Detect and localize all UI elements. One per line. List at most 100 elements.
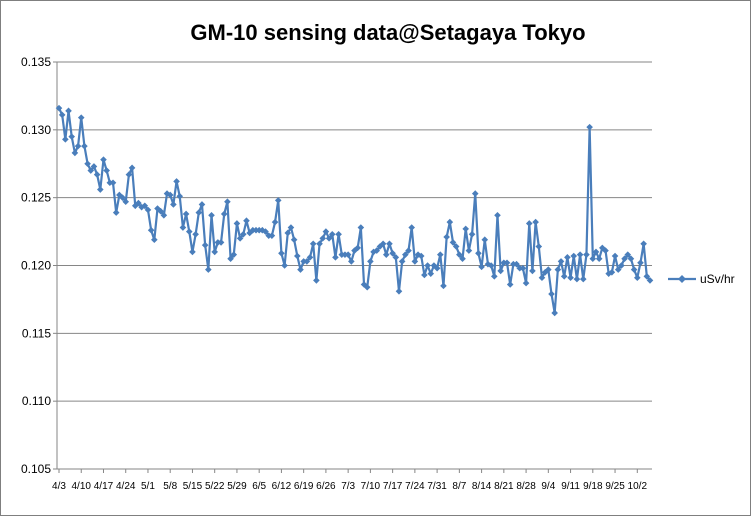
legend-label: uSv/hr: [700, 272, 735, 286]
data-point: [567, 274, 574, 282]
data-point: [398, 258, 406, 265]
data-point: [595, 255, 603, 263]
x-tick-label: 5/8: [163, 481, 177, 492]
x-tick-label: 4/24: [116, 481, 136, 492]
data-point: [506, 281, 514, 288]
data-point: [618, 262, 625, 269]
data-point: [475, 249, 482, 257]
data-point: [570, 252, 578, 260]
data-point: [176, 193, 184, 200]
data-point: [529, 267, 536, 275]
data-point: [440, 282, 447, 290]
data-point: [262, 228, 269, 235]
data-point: [363, 283, 371, 291]
data-point: [545, 266, 552, 273]
x-tick-label: 6/12: [272, 481, 292, 492]
data-point: [303, 258, 311, 265]
data-point: [417, 252, 425, 260]
data-point: [386, 240, 393, 248]
data-point: [81, 142, 88, 150]
data-point: [637, 259, 644, 267]
data-point: [335, 230, 342, 238]
data-point: [151, 236, 158, 244]
data-point: [166, 191, 174, 199]
data-point: [90, 163, 98, 170]
data-point: [109, 179, 117, 187]
data-point: [65, 107, 72, 115]
data-point: [93, 171, 101, 178]
data-point: [586, 123, 593, 131]
x-tick-label: 6/5: [252, 481, 266, 492]
data-point: [484, 260, 492, 268]
x-tick-label: 4/10: [72, 481, 92, 492]
data-point: [611, 252, 619, 260]
y-tick-label: 0.120: [21, 259, 51, 273]
data-point: [306, 254, 314, 261]
data-point: [211, 248, 218, 256]
data-point: [424, 262, 431, 269]
data-point: [243, 217, 250, 225]
y-tick-label: 0.105: [21, 462, 51, 476]
data-point: [74, 142, 82, 150]
x-tick-label: 5/15: [183, 481, 203, 492]
y-tick-label: 0.125: [21, 191, 51, 205]
data-point: [538, 274, 546, 282]
data-point: [583, 251, 590, 258]
data-point: [640, 240, 647, 248]
data-point: [548, 290, 555, 298]
data-point: [481, 236, 489, 244]
data-point: [573, 275, 581, 283]
data-point: [436, 251, 444, 258]
data-point: [452, 243, 460, 250]
data-point: [478, 263, 485, 271]
data-point: [103, 167, 110, 174]
x-tick-label: 6/26: [316, 481, 336, 492]
data-point: [284, 229, 292, 237]
series-uSv-hr: [55, 104, 654, 317]
x-tick-label: 9/11: [561, 481, 580, 492]
data-point: [579, 275, 587, 283]
data-point: [373, 247, 381, 254]
data-point: [185, 228, 193, 235]
data-point: [122, 198, 130, 206]
data-point: [100, 156, 107, 163]
data-point: [160, 212, 168, 219]
data-point: [309, 240, 317, 248]
data-point: [427, 270, 435, 277]
data-point: [348, 258, 355, 265]
x-tick-label: 9/25: [605, 481, 625, 492]
data-point: [608, 268, 616, 276]
x-tick-label: 8/21: [494, 481, 514, 492]
data-point: [233, 220, 241, 227]
data-point: [405, 247, 412, 254]
data-point: [170, 201, 177, 208]
data-point: [503, 259, 511, 267]
data-point: [220, 210, 228, 218]
x-tick-label: 5/1: [141, 481, 155, 492]
data-point: [468, 230, 476, 238]
data-point: [532, 218, 539, 226]
data-point: [141, 202, 149, 210]
data-point: [55, 104, 63, 112]
data-point: [449, 239, 457, 246]
data-point: [456, 251, 463, 258]
data-point: [189, 248, 196, 256]
data-point: [576, 251, 584, 258]
legend-marker: [678, 275, 686, 283]
data-point: [198, 201, 206, 208]
data-point: [433, 264, 441, 272]
data-point: [446, 218, 454, 226]
data-point: [354, 244, 361, 252]
x-tick-label: 9/18: [583, 481, 603, 492]
x-tick-label: 4/3: [52, 481, 66, 492]
data-point: [274, 197, 282, 204]
data-point: [646, 277, 654, 284]
x-tick-label: 7/3: [341, 481, 355, 492]
data-point: [71, 149, 79, 157]
data-point: [367, 258, 374, 265]
data-point: [281, 262, 288, 269]
data-point: [236, 235, 244, 242]
x-tick-label: 8/28: [516, 481, 536, 492]
data-point: [322, 228, 330, 235]
